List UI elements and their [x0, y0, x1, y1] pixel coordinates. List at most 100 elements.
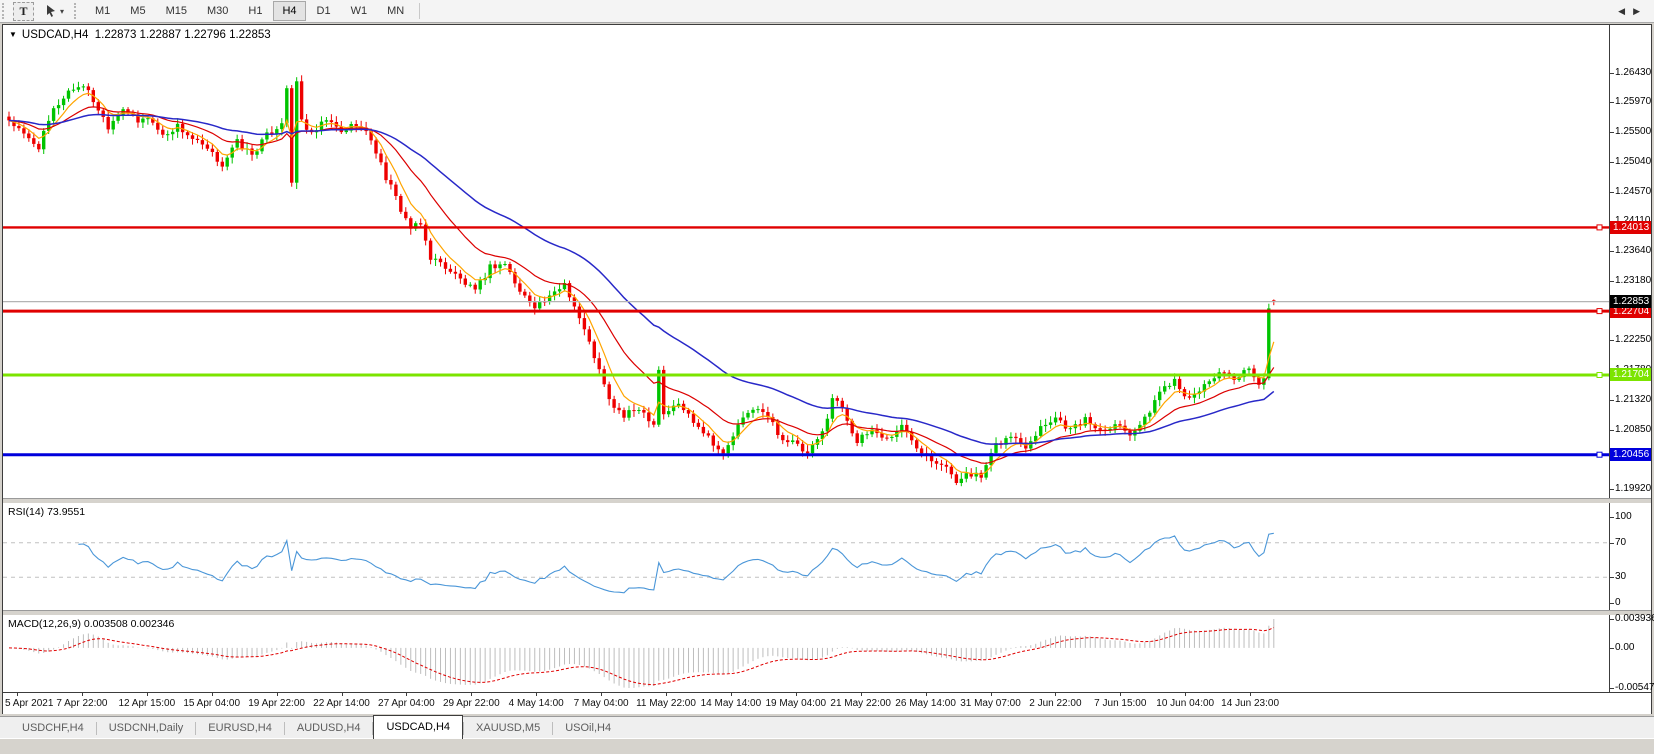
tab-scroll-left-icon[interactable]: ◀ — [1618, 6, 1634, 16]
chart-ohlc-values: 1.22873 1.22887 1.22796 1.22853 — [94, 29, 271, 41]
rsi-indicator-label: RSI(14) 73.9551 — [8, 506, 86, 518]
rsi-tickmark — [1610, 577, 1614, 579]
price-tick-label: 1.25040 — [1615, 155, 1652, 167]
time-axis-label: 7 Apr 22:00 — [56, 698, 108, 709]
price-tick-label: 1.22250 — [1615, 334, 1652, 346]
time-axis[interactable]: 5 Apr 2021 7 Apr 22:00 12 Apr 15:00 15 Apr … — [3, 692, 1651, 714]
time-tick — [341, 693, 343, 696]
rsi-chart-canvas[interactable] — [3, 503, 1609, 610]
tab-separator — [552, 722, 554, 735]
rsi-tickmark — [1610, 542, 1614, 544]
time-tick — [730, 693, 732, 696]
timeframe-mn[interactable]: MN — [387, 5, 405, 17]
price-tick-label: 1.24110 — [1615, 216, 1650, 226]
text-tool-button[interactable]: T — [13, 1, 34, 21]
price-tick-label: 1.20850 — [1615, 423, 1652, 435]
time-tick — [925, 693, 927, 696]
time-axis-label: 22 Apr 14:00 — [313, 698, 370, 709]
time-tick — [666, 693, 667, 696]
macd-tickmark — [1610, 619, 1614, 620]
price-axis[interactable]: 1.26430 1.25970 1.25500 1.25040 1.24570 1.241… — [1609, 25, 1651, 498]
macd-axis[interactable]: 0.003936 0.00 -0.00547 — [1609, 614, 1654, 693]
chart-tab-xauusd-m5[interactable]: XAUUSD,M5 — [476, 722, 541, 734]
toolbar-separator — [419, 3, 421, 19]
time-axis-label: 7 May 04:00 — [573, 698, 629, 709]
toolbar-grip[interactable] — [2, 3, 9, 19]
macd-chart — [8, 619, 1275, 688]
hline-price-label: 1.20456 — [1610, 448, 1651, 462]
time-axis-label: 19 Apr 22:00 — [248, 698, 305, 709]
top-toolbar: T ▾ M1 M5 M15 M30 H1 H4 D1 W1 MN — [0, 0, 1654, 23]
rsi-tickmark — [1610, 603, 1614, 604]
rsi-panel: RSI(14) 73.9551 100 70 30 0 — [3, 503, 1651, 610]
price-tickmark — [1610, 280, 1614, 282]
price-tick-label: 1.23180 — [1615, 274, 1652, 286]
time-tick — [211, 693, 213, 696]
macd-indicator-label: MACD(12,26,9) 0.003508 0.002346 — [8, 618, 175, 630]
time-axis-label: 27 Apr 04:00 — [378, 698, 435, 709]
time-axis-label: 21 May 22:00 — [830, 698, 891, 709]
time-axis-label: 5 Apr 2021 — [5, 698, 54, 709]
toolbar-grip[interactable] — [74, 3, 81, 19]
time-axis-label: 29 Apr 22:00 — [442, 698, 500, 709]
price-tickmark — [1610, 251, 1614, 253]
timeframe-d1[interactable]: D1 — [316, 5, 331, 17]
chart-tab-audusd-h4[interactable]: AUDUSD,H4 — [296, 722, 361, 734]
time-tick — [81, 693, 83, 696]
timeframe-m1[interactable]: M1 — [95, 5, 111, 17]
rsi-tick-label: 0 — [1615, 597, 1621, 608]
time-axis-label: 31 May 07:00 — [960, 698, 1021, 709]
price-tickmark — [1610, 488, 1614, 490]
price-tickmark — [1610, 340, 1614, 342]
price-tick-label: 1.23640 — [1615, 245, 1652, 257]
timeframe-h4[interactable]: H4 — [273, 1, 306, 21]
time-axis-label: 26 May 14:00 — [895, 698, 956, 709]
macd-tickmark — [1610, 688, 1614, 689]
time-axis-label: 2 Jun 22:00 — [1029, 698, 1082, 709]
chart-tab-usdcnh-daily[interactable]: USDCNH,Daily — [108, 722, 184, 734]
time-tick — [536, 693, 538, 696]
time-tick — [146, 693, 148, 696]
tab-separator — [372, 722, 374, 735]
timeframe-w1[interactable]: W1 — [350, 5, 368, 17]
time-tick — [601, 693, 603, 696]
price-chart-canvas[interactable] — [3, 25, 1609, 498]
time-axis-label: 14 Jun 23:00 — [1221, 698, 1280, 709]
timeframe-h1[interactable]: H1 — [248, 5, 263, 17]
time-tick — [471, 693, 473, 696]
time-axis-label: 12 Apr 15:00 — [118, 698, 176, 709]
time-axis-label: 14 May 14:00 — [700, 698, 762, 709]
time-tick — [276, 693, 278, 696]
time-tick — [1055, 693, 1057, 696]
rsi-tick-label: 100 — [1615, 511, 1632, 522]
time-axis-label: 11 May 22:00 — [636, 698, 696, 709]
time-axis-label: 19 May 04:00 — [765, 698, 827, 709]
chart-tab-usdcad-h4[interactable]: USDCAD,H4 — [373, 715, 464, 739]
rsi-axis[interactable]: 100 70 30 0 — [1609, 503, 1651, 610]
time-axis-label: 7 Jun 15:00 — [1094, 698, 1147, 709]
price-tickmark — [1610, 73, 1614, 74]
chart-tab-usdchf-h4[interactable]: USDCHF,H4 — [22, 722, 84, 734]
collapse-icon[interactable]: ▼ — [9, 30, 17, 39]
timeframe-m5[interactable]: M5 — [130, 5, 146, 17]
price-tick-label: 1.19920 — [1615, 482, 1652, 494]
timeframe-m30[interactable]: M30 — [206, 5, 229, 17]
time-axis-label: 4 May 14:00 — [508, 698, 564, 709]
tab-separator — [463, 722, 465, 735]
time-tick — [406, 693, 408, 696]
macd-chart-canvas[interactable] — [3, 615, 1609, 692]
rsi-tickmark — [1610, 517, 1614, 518]
hline-price-label: 1.24013 — [1610, 220, 1651, 234]
cursor-tool-button[interactable]: ▾ — [44, 3, 64, 20]
price-tick-label: 1.25500 — [1615, 126, 1652, 138]
chart-tab-eurusd-h4[interactable]: EURUSD,H4 — [208, 722, 272, 734]
time-tick — [1250, 693, 1252, 696]
price-tickmark — [1610, 429, 1614, 431]
timeframe-m15[interactable]: M15 — [165, 5, 187, 17]
rsi-tick-label: 30 — [1615, 571, 1627, 583]
tab-scroll-right-icon[interactable]: ▶ — [1633, 6, 1648, 16]
price-tickmark — [1610, 161, 1614, 163]
chart-tab-usoil-h4[interactable]: USOil,H4 — [565, 722, 612, 734]
price-tick-label: 1.21320 — [1615, 393, 1652, 405]
